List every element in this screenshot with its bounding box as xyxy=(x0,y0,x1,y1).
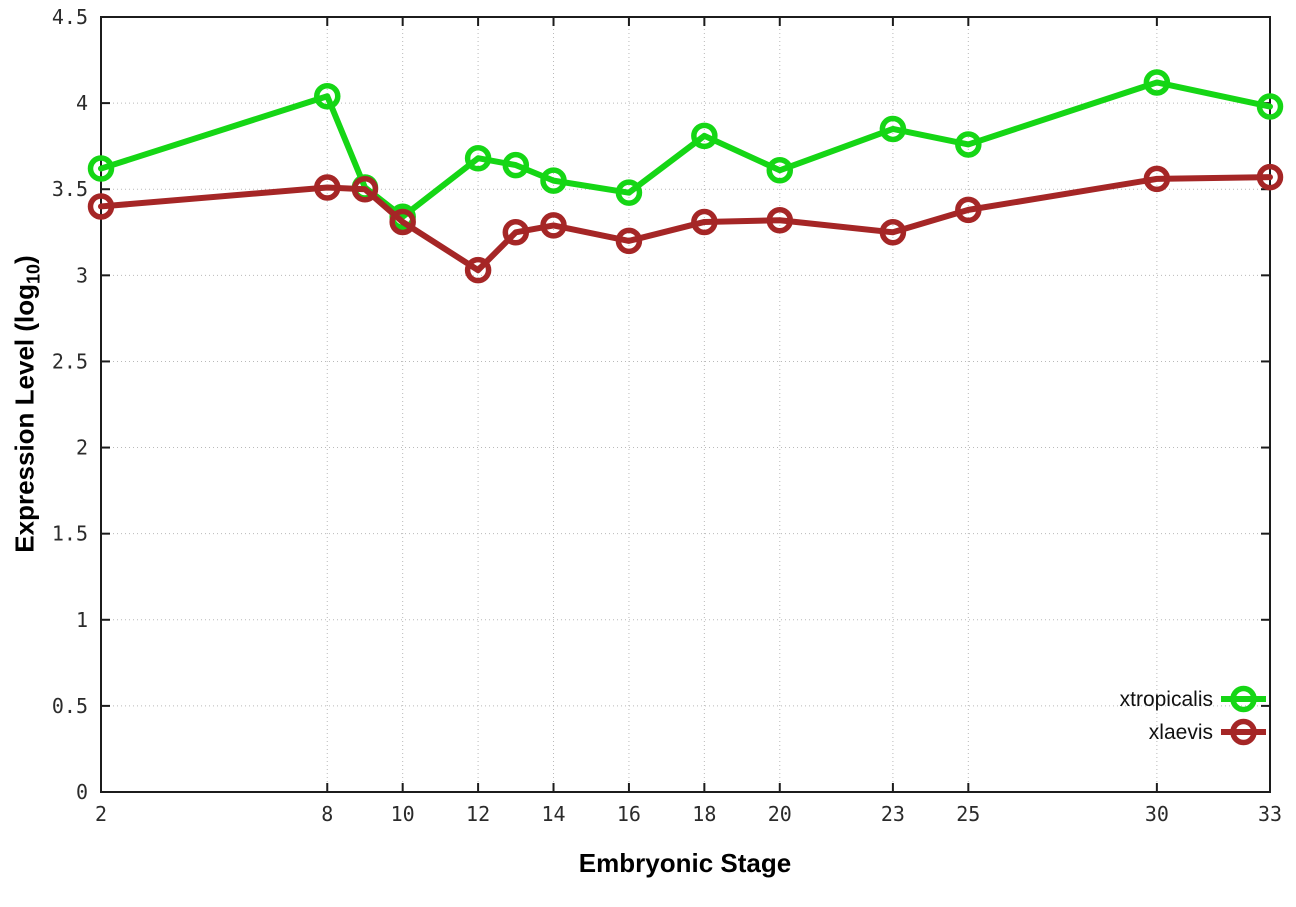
x-tick-label: 2 xyxy=(95,802,107,826)
data-point-xlaevis xyxy=(502,219,530,246)
x-tick-label: 25 xyxy=(956,802,980,826)
y-tick-label: 3 xyxy=(76,263,88,287)
data-point-xtropicalis xyxy=(615,179,643,206)
data-point-xlaevis xyxy=(389,208,416,236)
y-axis-title-text: Expression Level (log xyxy=(9,283,40,553)
y-tick-label: 2 xyxy=(76,436,88,460)
data-point-xlaevis xyxy=(540,212,567,239)
data-point-xlaevis xyxy=(314,174,341,201)
x-tick-label: 14 xyxy=(541,802,565,826)
y-tick-label: 1 xyxy=(76,608,88,632)
data-point-xlaevis xyxy=(1143,165,1171,193)
data-point-xlaevis xyxy=(464,256,492,284)
x-tick-label: 23 xyxy=(881,802,905,826)
data-point-xtropicalis xyxy=(766,157,794,184)
series-line-xlaevis xyxy=(98,174,1273,274)
legend-marker-circle-xlaevis xyxy=(1230,718,1257,746)
data-point-xtropicalis xyxy=(879,115,907,143)
data-point-xlaevis xyxy=(766,206,794,234)
data-point-xlaevis xyxy=(955,196,982,224)
data-point-xlaevis xyxy=(1256,163,1284,191)
data-point-xtropicalis xyxy=(955,131,982,158)
data-point-xlaevis xyxy=(615,227,643,255)
y-tick-label: 0.5 xyxy=(52,694,88,718)
x-tick-label: 30 xyxy=(1145,802,1169,826)
y-axis-title-suffix: ) xyxy=(9,255,40,264)
data-point-xtropicalis xyxy=(1256,93,1284,120)
data-point-xtropicalis xyxy=(314,82,341,110)
data-point-xlaevis xyxy=(879,219,907,246)
x-tick-label: 20 xyxy=(768,802,792,826)
data-point-xtropicalis xyxy=(691,122,718,150)
y-axis-title-subscript: 10 xyxy=(23,263,44,284)
x-tick-label: 16 xyxy=(617,802,641,826)
data-point-xlaevis xyxy=(87,193,115,220)
y-axis-title: Expression Level (log10) xyxy=(9,255,44,552)
x-tick-label: 8 xyxy=(321,802,333,826)
y-tick-label: 4 xyxy=(76,91,88,115)
series-line-xtropicalis xyxy=(98,79,1273,220)
y-tick-label: 1.5 xyxy=(52,522,88,546)
legend-label-xlaevis: xlaevis xyxy=(1148,721,1213,744)
legend-label-xtropicalis: xtropicalis xyxy=(1119,688,1213,711)
x-tick-label: 33 xyxy=(1258,802,1282,826)
x-tick-label: 10 xyxy=(391,802,415,826)
data-point-xtropicalis xyxy=(540,167,567,194)
data-point-xlaevis xyxy=(691,208,718,236)
data-point-xtropicalis xyxy=(1143,69,1171,96)
data-point-xlaevis xyxy=(351,175,379,203)
legend-marker-circle-xtropicalis xyxy=(1230,685,1257,713)
data-point-xtropicalis xyxy=(502,151,530,179)
y-tick-label: 2.5 xyxy=(52,349,88,373)
y-tick-label: 0 xyxy=(76,780,88,804)
data-point-xtropicalis xyxy=(87,155,115,182)
data-point-xtropicalis xyxy=(464,144,492,172)
x-tick-label: 18 xyxy=(692,802,716,826)
x-axis-title: Embryonic Stage xyxy=(578,848,792,878)
x-tick-label: 12 xyxy=(466,802,490,826)
y-tick-label: 3.5 xyxy=(52,177,88,201)
y-tick-label: 4.5 xyxy=(52,5,88,29)
